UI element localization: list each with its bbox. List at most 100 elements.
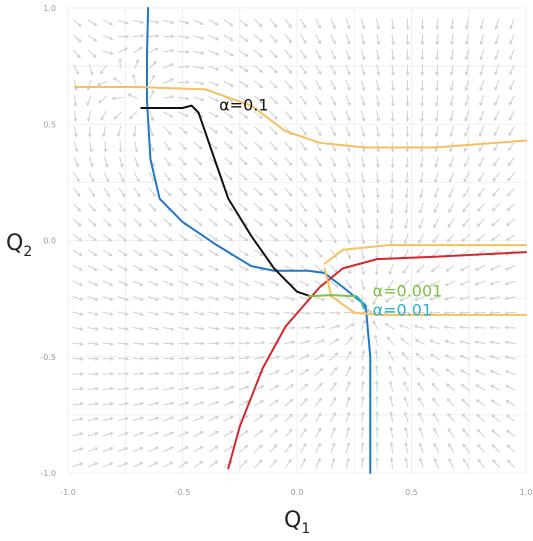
field-arrow-head — [430, 368, 435, 372]
field-arrow — [132, 295, 144, 301]
field-arrow-head — [476, 413, 481, 418]
field-arrow-head — [273, 177, 278, 182]
field-arrow-head — [124, 20, 129, 25]
field-arrow — [178, 111, 189, 117]
field-arrow-head — [185, 401, 190, 405]
field-arrow-head — [435, 41, 440, 46]
field-arrow-head — [109, 327, 114, 331]
field-arrow — [193, 187, 202, 196]
field-arrow — [193, 218, 203, 227]
field-arrow-head — [388, 350, 392, 355]
field-arrow — [403, 381, 409, 392]
field-arrow-head — [428, 297, 434, 301]
field-arrow — [315, 172, 322, 182]
field-arrow — [390, 458, 394, 469]
field-arrow — [507, 156, 516, 166]
field-arrow-head — [318, 239, 323, 243]
field-arrow — [223, 311, 234, 315]
field-arrow — [269, 111, 278, 120]
field-arrow-head — [109, 312, 114, 316]
field-arrow-head — [506, 459, 511, 464]
field-arrow — [445, 280, 456, 286]
field-arrow — [87, 462, 98, 468]
field-arrow-head — [449, 148, 453, 153]
field-arrow — [72, 326, 83, 330]
field-arrow-head — [107, 208, 111, 213]
field-arrow — [147, 311, 159, 316]
field-arrow-head — [170, 95, 175, 99]
field-arrow — [254, 459, 263, 469]
field-arrow — [73, 172, 80, 182]
field-arrow — [72, 264, 83, 271]
field-arrow-head — [387, 285, 391, 290]
field-arrow-head — [306, 311, 311, 316]
field-arrow-head — [110, 371, 115, 376]
field-arrow — [345, 187, 351, 198]
field-arrow — [434, 172, 439, 183]
field-arrow — [102, 417, 114, 422]
field-arrow — [208, 34, 219, 41]
field-arrow — [330, 458, 335, 469]
field-arrow — [361, 381, 364, 392]
field-arrow — [376, 49, 380, 60]
field-arrow-head — [464, 25, 469, 30]
field-arrow — [475, 264, 486, 271]
field-arrow-head — [79, 342, 84, 346]
field-arrow-head — [435, 56, 439, 61]
field-arrow-head — [418, 411, 422, 416]
field-arrow-head — [361, 240, 366, 245]
field-arrow-head — [508, 147, 512, 152]
field-arrow — [476, 233, 486, 242]
field-arrow — [404, 218, 409, 229]
field-arrow-head — [372, 320, 376, 325]
field-arrow — [239, 157, 248, 165]
field-arrow — [386, 336, 395, 346]
field-arrow — [72, 19, 82, 27]
field-arrow-head — [170, 341, 175, 346]
field-arrow-head — [229, 114, 234, 119]
field-arrow-head — [185, 312, 190, 316]
field-arrow-head — [366, 308, 371, 313]
field-arrow-head — [139, 446, 144, 451]
field-arrow-head — [418, 396, 422, 401]
field-arrow — [477, 459, 485, 469]
field-arrow-head — [445, 268, 450, 272]
field-arrow-head — [276, 326, 281, 330]
field-arrow — [208, 111, 219, 118]
field-arrow — [448, 202, 455, 213]
field-arrow — [163, 417, 174, 422]
field-arrow-head — [290, 384, 294, 388]
field-arrow — [299, 369, 309, 376]
field-arrow — [163, 311, 174, 316]
field-arrow-head — [475, 399, 480, 403]
field-arrow-head — [332, 163, 336, 168]
field-arrow-head — [477, 208, 481, 213]
field-arrow-head — [244, 84, 249, 88]
field-arrow — [193, 19, 204, 25]
field-arrow — [376, 125, 380, 137]
field-arrow-head — [184, 252, 189, 257]
field-arrow — [238, 95, 248, 103]
field-arrow-head — [431, 382, 436, 387]
field-arrow-head — [491, 414, 495, 418]
field-arrow — [148, 342, 159, 345]
field-arrow-head — [215, 51, 220, 56]
field-arrow-head — [198, 207, 203, 212]
field-arrow — [178, 431, 189, 437]
field-arrow — [134, 59, 139, 70]
field-arrow — [314, 368, 324, 376]
field-arrow-head — [167, 162, 171, 167]
field-arrow-head — [244, 146, 248, 150]
field-arrow-head — [215, 36, 220, 41]
field-arrow-head — [493, 117, 498, 122]
field-arrow — [132, 432, 144, 437]
field-arrow — [360, 33, 365, 45]
field-arrow-head — [417, 381, 421, 386]
field-arrow-head — [154, 446, 159, 451]
field-arrow-head — [319, 382, 323, 387]
field-arrow-head — [198, 161, 203, 166]
field-arrow — [117, 342, 129, 345]
field-arrow — [388, 264, 394, 275]
field-arrow — [314, 311, 325, 314]
field-arrow — [117, 47, 128, 54]
